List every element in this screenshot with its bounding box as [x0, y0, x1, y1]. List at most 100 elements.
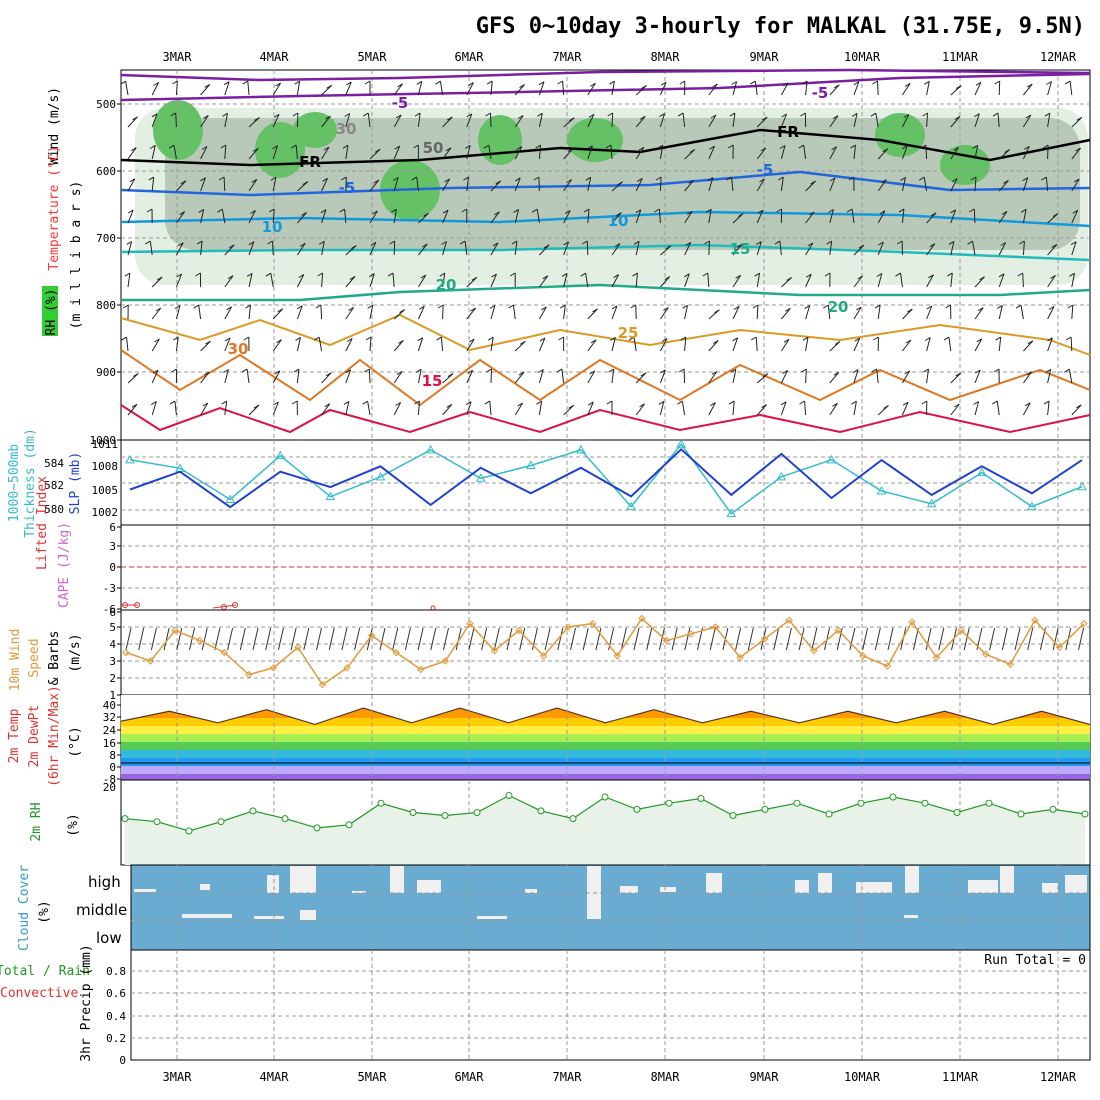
wind-barb [345, 81, 352, 96]
slp-tick: 1005 [92, 484, 119, 497]
wind-barb-flag [783, 338, 790, 343]
wind-barb [297, 212, 307, 224]
wind-barb [224, 113, 228, 128]
wind-barb-flag [926, 305, 933, 310]
wind10m-barb [404, 627, 411, 651]
ylabel-thickness-b: Thickness (dm) [23, 428, 38, 538]
wind-barb-flag [992, 112, 999, 117]
wind-barb [829, 209, 834, 224]
wind-barb [272, 308, 284, 320]
wind-barb-flag [1019, 240, 1025, 245]
wind-barb-flag [998, 273, 1005, 278]
wind-barb [295, 145, 298, 160]
wind-barb [200, 146, 208, 160]
wind-barb [296, 243, 306, 256]
wind-barb-flag [1027, 340, 1034, 345]
wind-barb [853, 244, 865, 256]
wind-barb-flag [342, 144, 349, 149]
wind10m-barb [163, 627, 170, 651]
wind-barb [224, 337, 231, 352]
wind-barb [248, 210, 256, 224]
wind-barb [1071, 210, 1079, 224]
wind-barb [393, 145, 401, 160]
wind10m-barb [1014, 627, 1021, 651]
temperature-contour [120, 243, 1091, 262]
wind-barb-flag [459, 240, 466, 245]
wind-barb [948, 337, 952, 352]
wind-barb [829, 403, 838, 416]
rh2m-marker [505, 792, 513, 799]
ylabel-temperature: Temperature (°C) [47, 145, 62, 270]
wind-barb-flag [447, 116, 453, 121]
wind10m-marker [1080, 619, 1088, 628]
ylabel-temp2m-b: 2m DewPt [27, 705, 42, 768]
wind-barb-flag [127, 209, 134, 214]
ylabel-wind10m-c: & Barbs [47, 631, 62, 686]
wind-barb [708, 402, 716, 416]
wind10m-barb [633, 627, 640, 651]
wind-barb-flag [1026, 371, 1032, 376]
wind-barb-flag [727, 144, 734, 149]
wind-barb-flag [1025, 114, 1032, 119]
rh2m-marker [185, 827, 193, 835]
temp-band [121, 758, 1090, 766]
wind-barb-flag [396, 370, 403, 375]
cloud-bar [1065, 875, 1087, 893]
thickness-marker [626, 501, 636, 511]
wind-barb [707, 272, 710, 288]
wind-barb [200, 84, 211, 96]
wind-barb [587, 401, 594, 416]
contour-label: 50 [423, 139, 444, 157]
wind-barb [659, 401, 665, 416]
wind10m-barb [227, 627, 234, 651]
wind-barb-flag [992, 400, 998, 405]
wind-barb-flag [395, 114, 402, 119]
wind-barb-flag [132, 116, 138, 121]
wind-barb [998, 211, 1008, 224]
rh2m-marker [313, 824, 321, 832]
precip-tick: 0.6 [106, 987, 126, 1000]
wind-barb-flag [203, 114, 209, 119]
tick-label: -3 [103, 582, 116, 595]
wind-barb [125, 81, 129, 96]
wind-barb-flag [928, 274, 934, 279]
wind-barb-flag [761, 116, 768, 121]
wind-barb [587, 308, 598, 320]
wind-barb [149, 241, 153, 256]
wind-barb-flag [828, 209, 834, 213]
bottom-date-label: 5MAR [358, 1070, 388, 1084]
slp-tick: 1008 [92, 460, 119, 473]
wind-barb [1022, 114, 1032, 128]
tick-label: 0 [109, 561, 116, 574]
rh2m-panel: 20 2m RH (%) [29, 779, 1091, 866]
wind-barb-flag [339, 208, 345, 213]
wind-barb-flag [682, 304, 688, 309]
wind-barb [900, 273, 903, 288]
wind-barb [514, 340, 526, 352]
wind-barb-flag [904, 82, 911, 87]
rh2m-marker [121, 815, 129, 823]
wind-barb-flag [730, 368, 737, 373]
wind-barb-flag [883, 405, 889, 409]
wind-barb [151, 401, 157, 416]
wind-barb-flag [365, 336, 372, 341]
wind-barb [514, 115, 524, 128]
wind-barb-flag [293, 368, 300, 373]
wind-barb-flag [223, 81, 230, 86]
wind-barb-flag [608, 368, 614, 373]
wind-barb-flag [465, 401, 472, 406]
wind-barb-flag [733, 305, 740, 310]
rh-high-patch [293, 112, 337, 148]
wind-barb-flag [153, 82, 159, 86]
wind-barb-flag [732, 337, 738, 342]
thickness-tick: 580 [44, 503, 64, 516]
wind-barb-flag [346, 338, 353, 342]
stability-ticks: 6 3 0 -3 -6 [103, 521, 121, 616]
wind-barb [998, 273, 1005, 288]
rh-shading [135, 100, 1088, 285]
wind-barb [224, 81, 230, 96]
wind-barb-flag [291, 400, 298, 405]
rh2m-marker [953, 809, 961, 816]
wind10m-marker [662, 636, 671, 645]
wind-barb [611, 212, 622, 224]
